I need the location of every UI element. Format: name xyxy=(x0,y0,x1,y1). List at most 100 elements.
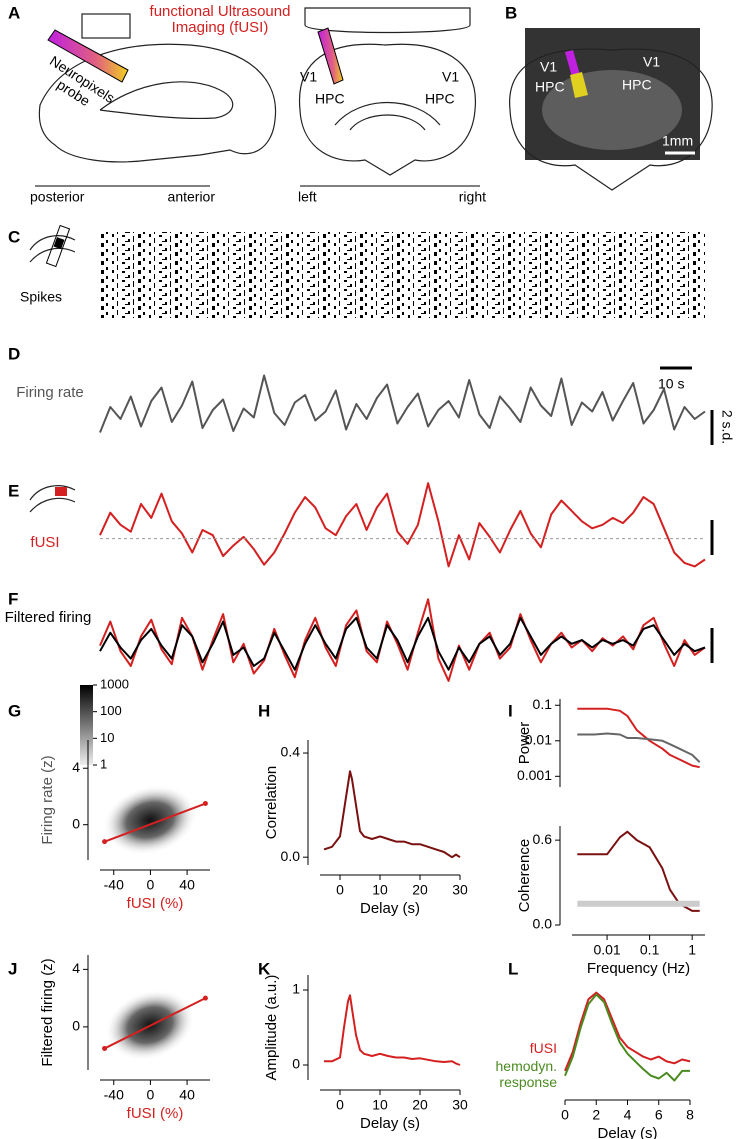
y-tick-label: 1 xyxy=(292,981,300,997)
axis-direction: posterior xyxy=(30,189,85,205)
probe-inset xyxy=(45,224,71,268)
hippocampus-outline xyxy=(334,101,441,131)
fit-end xyxy=(202,995,208,1001)
panel-label: F xyxy=(8,589,18,608)
x-tick-label: -40 xyxy=(104,877,124,893)
x-tick-label: 20 xyxy=(412,882,428,898)
x-axis-label: fUSI (%) xyxy=(127,1105,184,1122)
y-tick-label: 0.6 xyxy=(533,831,553,847)
colorbar xyxy=(80,685,93,765)
colorbar-label: 100 xyxy=(100,703,122,718)
y-tick-label: 0.01 xyxy=(525,731,552,747)
x-tick-label: 8 xyxy=(686,1107,694,1123)
trace xyxy=(577,830,700,912)
panel-label: K xyxy=(258,959,271,978)
region-label: HPC xyxy=(622,77,652,93)
x-axis-label: Frequency (Hz) xyxy=(587,960,690,977)
x-tick-label: 0.01 xyxy=(593,942,620,958)
y-tick-label: 0.4 xyxy=(281,744,301,760)
region-label: HPC xyxy=(315,91,345,107)
x-tick-label: 1 xyxy=(688,942,696,958)
x-tick-label: 0.1 xyxy=(640,942,660,958)
x-tick-label: -40 xyxy=(104,1087,124,1103)
x-tick-label: 20 xyxy=(412,1097,428,1113)
y-tick-label: 0 xyxy=(72,815,80,831)
panel-label: E xyxy=(8,481,19,500)
axis-direction: right xyxy=(459,189,486,205)
x-axis-label: Delay (s) xyxy=(597,1125,657,1139)
trace xyxy=(564,991,691,1072)
row-label: Firing rate xyxy=(16,384,84,401)
fit-end xyxy=(202,801,208,807)
y-tick-label: 0.001 xyxy=(517,767,552,783)
axis-direction: anterior xyxy=(168,189,216,205)
probe xyxy=(317,27,344,85)
trace xyxy=(324,994,461,1066)
region-label: V1 xyxy=(442,69,459,85)
legend-entry: hemodyn. response xyxy=(495,1058,557,1090)
fit-end xyxy=(102,1045,108,1051)
x-tick-label: 0 xyxy=(336,1097,344,1113)
trace xyxy=(577,707,700,769)
panel-label: B xyxy=(505,3,517,22)
x-tick-label: 40 xyxy=(179,877,195,893)
y-tick-label: 0.1 xyxy=(533,696,553,712)
fit-line xyxy=(104,802,206,843)
y-tick-label: 0 xyxy=(292,1056,300,1072)
hpc-region xyxy=(570,72,588,98)
coronal-brain xyxy=(509,48,713,191)
fit-line xyxy=(104,997,206,1050)
panel-label: A xyxy=(8,3,20,22)
x-tick-label: 30 xyxy=(452,882,468,898)
probe-region xyxy=(53,237,65,250)
panel-label: H xyxy=(258,701,270,720)
coronal-brain xyxy=(298,43,476,176)
region-label: HPC xyxy=(535,79,565,95)
region-label: V1 xyxy=(540,59,557,75)
y-tick-label: 0.0 xyxy=(281,848,301,864)
y-axis-label: Filtered firing (z) xyxy=(39,958,56,1066)
region-label: V1 xyxy=(300,69,317,85)
x-tick-label: 40 xyxy=(179,1087,195,1103)
y-tick-label: 4 xyxy=(72,759,80,775)
trace xyxy=(99,598,706,682)
panel-label: D xyxy=(8,344,20,363)
fit-end xyxy=(102,839,108,845)
sagittal-brain xyxy=(38,43,277,163)
trace xyxy=(99,482,706,568)
spike-raster xyxy=(100,232,705,318)
x-axis-label: Delay (s) xyxy=(360,900,420,917)
panel-label: G xyxy=(8,701,21,720)
row-label: Spikes xyxy=(20,289,62,305)
brain-inset xyxy=(29,235,76,263)
transducer xyxy=(304,7,471,34)
legend-entry: fUSI xyxy=(529,1040,557,1056)
x-tick-label: 0 xyxy=(147,877,155,893)
x-tick-label: 10 xyxy=(372,882,388,898)
trace xyxy=(99,616,706,671)
x-tick-label: 4 xyxy=(624,1107,632,1123)
region-label: HPC xyxy=(425,91,455,107)
scale-label: 2 s.d. xyxy=(719,410,735,444)
x-tick-label: 10 xyxy=(372,1097,388,1113)
y-axis-label: Coherence xyxy=(516,839,533,912)
sagittal-structure xyxy=(99,81,234,120)
fusi-region xyxy=(55,487,67,496)
probe xyxy=(47,29,129,83)
region-label: V1 xyxy=(643,54,660,70)
panel-label: C xyxy=(8,227,20,246)
water-bath xyxy=(81,13,131,39)
y-axis-label: Power xyxy=(516,722,533,765)
brain-inset xyxy=(29,485,76,513)
y-tick-label: 0 xyxy=(72,1018,80,1034)
x-tick-label: 0 xyxy=(336,882,344,898)
x-axis-label: Delay (s) xyxy=(360,1115,420,1132)
panel-label: I xyxy=(508,701,513,720)
x-tick-label: 30 xyxy=(452,1097,468,1113)
y-axis-label: Amplitude (a.u.) xyxy=(263,975,280,1081)
scale-label: 10 s xyxy=(658,376,684,392)
colorbar-label: 10 xyxy=(100,730,114,745)
trace xyxy=(99,374,706,433)
